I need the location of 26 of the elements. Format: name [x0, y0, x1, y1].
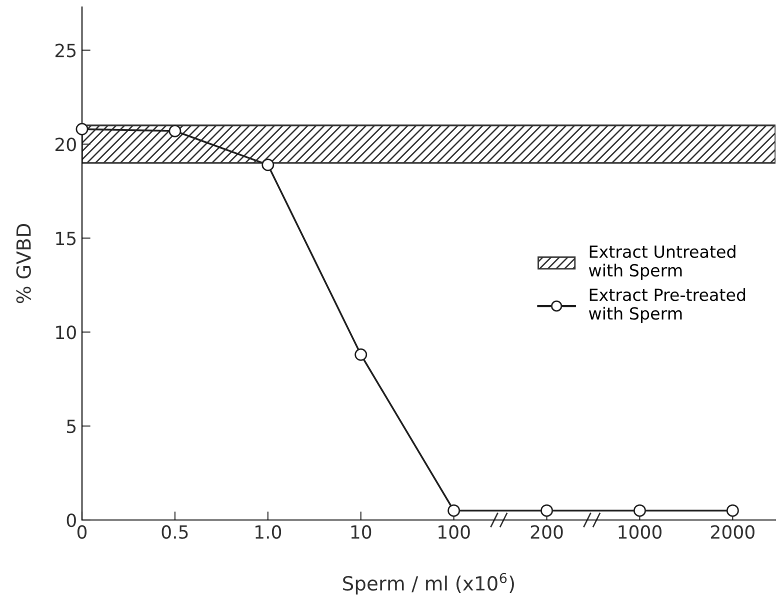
- y-axis-title: % GVBD: [16, 224, 31, 304]
- point: [448, 504, 460, 517]
- point: [726, 504, 739, 517]
- x-axis-title: Sperm / ml (x10$^{6}$): [343, 572, 514, 594]
- x-tick-label: 100: [438, 525, 470, 539]
- y-tick-label: 5: [67, 420, 76, 434]
- x-tick-label: 1000: [618, 525, 662, 539]
- x-tick-label: 2000: [711, 525, 754, 539]
- x-tick-label: 0.5: [162, 525, 188, 539]
- y-tick-label: 25: [55, 44, 76, 58]
- y-tick-label: 10: [56, 326, 76, 340]
- x-tick-label: 200: [530, 525, 563, 539]
- point: [76, 122, 88, 136]
- legend-label: Extract Untreated with Sperm: [588, 245, 736, 280]
- x-tick-label: 10: [351, 525, 372, 539]
- x-tick-label: 0: [77, 525, 87, 539]
- x-tick-label: 1.0: [256, 525, 282, 539]
- point: [540, 504, 554, 517]
- point: [633, 504, 646, 517]
- legend-label: Extract Pre-treated with Sperm: [588, 288, 746, 323]
- y-tick-label: 20: [55, 138, 76, 152]
- y-tick-label: 15: [56, 232, 76, 246]
- point: [168, 124, 182, 138]
- point: [354, 348, 368, 361]
- point: [262, 158, 274, 172]
- y-tick-label: 0: [66, 513, 76, 528]
